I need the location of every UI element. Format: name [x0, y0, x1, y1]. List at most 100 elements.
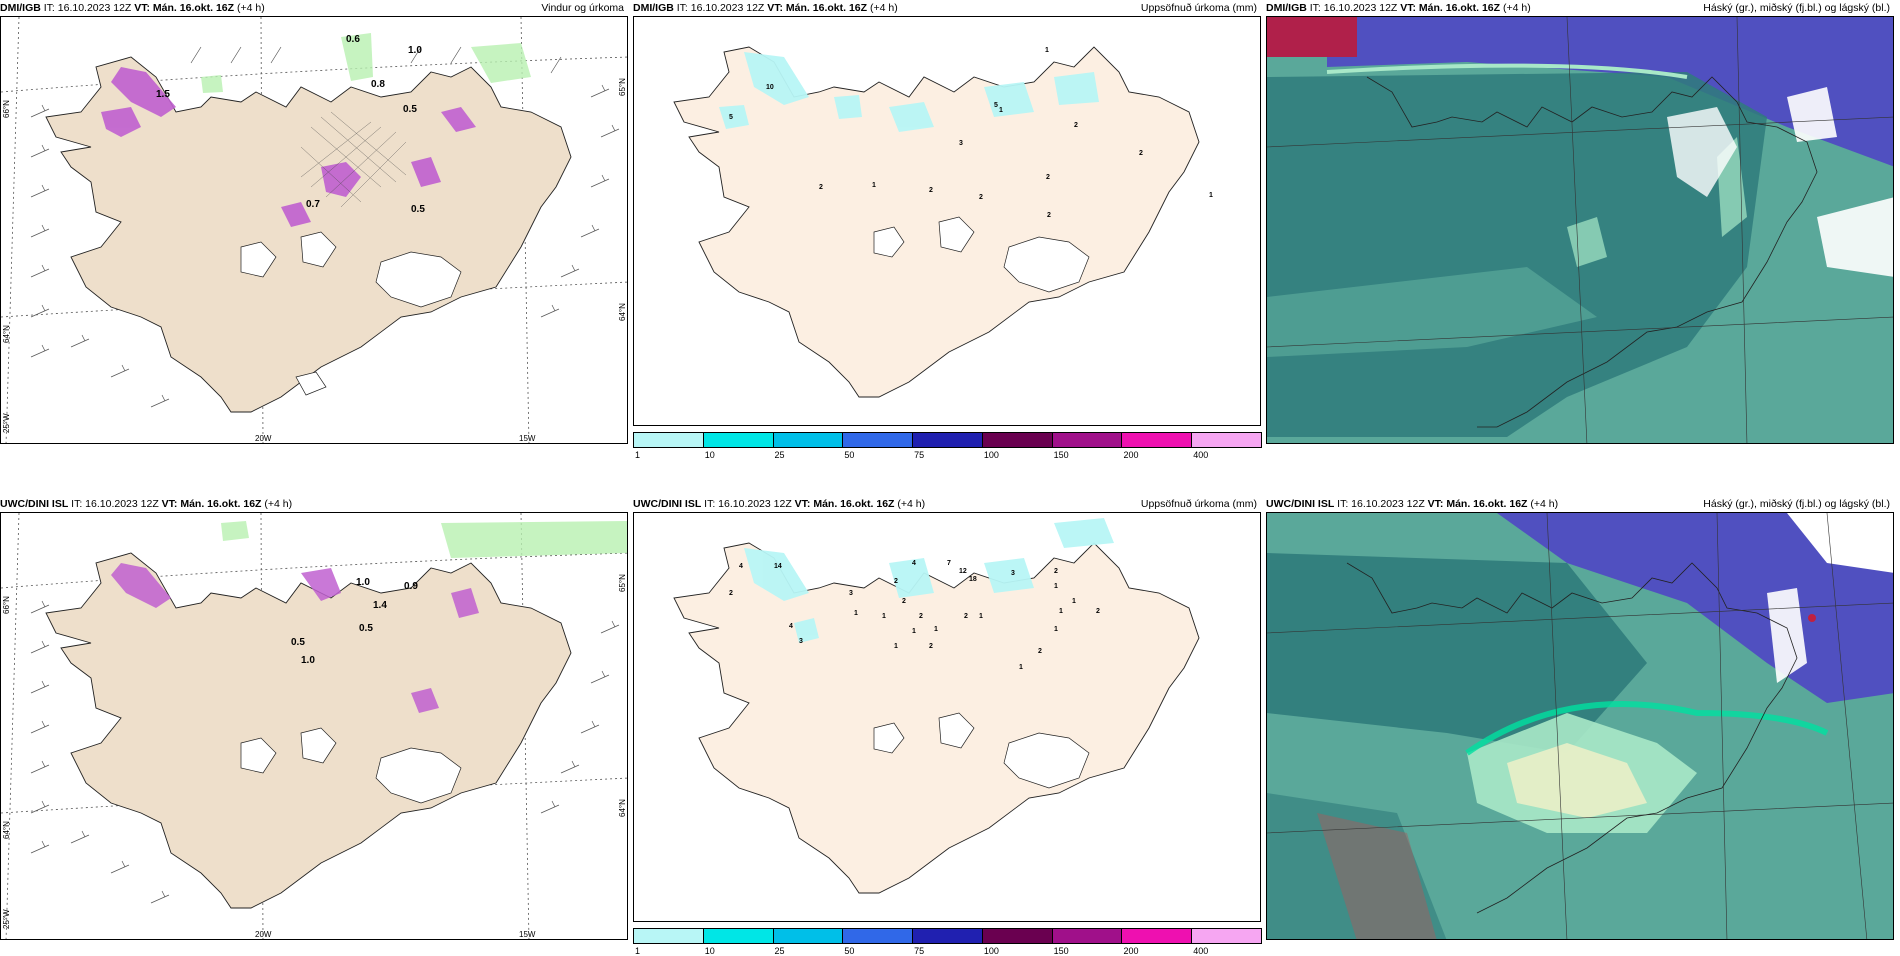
precip-label: 1	[1054, 626, 1058, 633]
colorbar-tick: 100	[983, 946, 999, 956]
panel-header: UWC/DINI ISL IT: 16.10.2023 12Z VT: Mán.…	[1266, 496, 1894, 512]
precip-label: 2	[1046, 174, 1050, 181]
colorbar-swatch	[1051, 928, 1123, 944]
colorbar-swatch	[981, 928, 1053, 944]
precip-label: 1	[1209, 192, 1213, 199]
colorbar-swatch	[1121, 432, 1193, 448]
colorbar-tick: 1	[635, 946, 641, 956]
precip-label: 2	[819, 184, 823, 191]
lon-label: 20W	[255, 930, 272, 939]
field-title: Vindur og úrkoma	[541, 2, 624, 14]
panel-header: UWC/DINI ISL IT: 16.10.2023 12Z VT: Mán.…	[633, 496, 1261, 512]
panel-bottom-wind: UWC/DINI ISL IT: 16.10.2023 12Z VT: Mán.…	[0, 496, 628, 944]
accum-precip-map: 4 14 2 3 4 3 4 7 12 18 2 1 2 2 1 1 2 1 1…	[633, 512, 1261, 922]
colorbar-swatch	[842, 928, 914, 944]
lon-label: 20W	[255, 434, 272, 443]
panel-header: DMI/IGB IT: 16.10.2023 12Z VT: Mán. 16.o…	[1266, 0, 1894, 16]
precip-label: 1	[1054, 583, 1058, 590]
colorbar-swatch	[842, 432, 914, 448]
precip-label: 14	[774, 563, 782, 570]
precip-label: 2	[1047, 212, 1051, 219]
wind-label: 1.0	[408, 45, 422, 56]
map-svg: 4 14 2 3 4 3 4 7 12 18 2 1 2 2 1 1 2 1 1…	[673, 518, 1200, 894]
precip-label: 5	[729, 114, 733, 121]
colorbar-tick: 200	[1123, 450, 1139, 460]
lead-time: (+4 h)	[1502, 2, 1531, 14]
wind-label: 0.7	[306, 199, 320, 210]
precip-label: 1	[999, 107, 1003, 114]
precip-label: 2	[902, 598, 906, 605]
precip-label: 2	[729, 590, 733, 597]
wind-label: 0.5	[291, 637, 305, 648]
panel-top-wind: DMI/IGB IT: 16.10.2023 12Z VT: Mán. 16.o…	[0, 0, 628, 448]
colorbar-swatch	[981, 432, 1053, 448]
colorbar-swatch	[1191, 432, 1262, 448]
colorbar-tick: 25	[774, 450, 785, 460]
lon-label: 25°W	[2, 909, 11, 929]
precip-label: 1	[979, 613, 983, 620]
precip-label: 1	[894, 643, 898, 650]
field-title: Háský (gr.), miðský (fj.bl.) og lágský (…	[1703, 498, 1890, 510]
wind-label: 0.5	[403, 104, 417, 115]
lead-time: (+4 h)	[869, 2, 898, 14]
wind-label: 0.9	[404, 581, 418, 592]
colorbar-tick: 150	[1053, 450, 1069, 460]
colorbar-tick: 200	[1123, 946, 1139, 956]
precip-label: 3	[799, 638, 803, 645]
colorbar-tick: 1	[635, 450, 641, 460]
precip-label: 2	[1054, 568, 1058, 575]
precip-label: 3	[1011, 570, 1015, 577]
init-time: IT: 16.10.2023 12Z	[704, 498, 792, 510]
precip-label: 1	[872, 182, 876, 189]
panel-top-clouds: DMI/IGB IT: 16.10.2023 12Z VT: Mán. 16.o…	[1266, 0, 1894, 448]
precip-label: 1	[912, 628, 916, 635]
colorbar-tick: 50	[844, 946, 855, 956]
wind-label: 0.5	[359, 623, 373, 634]
precip-label: 1	[854, 610, 858, 617]
colorbar-tick: 10	[704, 450, 715, 460]
lat-label: 64°N	[618, 303, 627, 321]
precip-label: 3	[959, 140, 963, 147]
lead-time: (+4 h)	[897, 498, 926, 510]
precip-label: 2	[894, 578, 898, 585]
init-time: IT: 16.10.2023 12Z	[71, 498, 159, 510]
precip-label: 10	[766, 84, 774, 91]
colorbar-swatch	[772, 928, 844, 944]
wind-label: 1.0	[301, 655, 315, 666]
precip-label: 4	[739, 563, 743, 570]
lat-label: 64°N	[618, 799, 627, 817]
colorbar-tick: 400	[1193, 946, 1209, 956]
colorbar-swatch	[772, 432, 844, 448]
valid-time: VT: Mán. 16.okt. 16Z	[1400, 2, 1501, 14]
map-svg: 0.6 1.0 0.8 0.5 1.5 0.7 0.5 66°N 64°N 65…	[1, 17, 627, 443]
panel-header: UWC/DINI ISL IT: 16.10.2023 12Z VT: Mán.…	[0, 496, 628, 512]
precip-label: 7	[947, 560, 951, 567]
colorbar-tick: 10	[704, 946, 715, 956]
panel-bottom-clouds: UWC/DINI ISL IT: 16.10.2023 12Z VT: Mán.…	[1266, 496, 1894, 944]
lon-label: 15W	[519, 930, 536, 939]
precip-label: 1	[934, 626, 938, 633]
init-time: IT: 16.10.2023 12Z	[1337, 498, 1425, 510]
colorbar-swatch	[702, 432, 774, 448]
lead-time: (+4 h)	[236, 2, 265, 14]
lon-label: 25°W	[2, 413, 11, 433]
precip-label: 1	[1045, 47, 1049, 54]
colorbar-tick: 50	[844, 450, 855, 460]
precip-label: 1	[882, 613, 886, 620]
lead-time: (+4 h)	[264, 498, 293, 510]
precip-label: 2	[979, 194, 983, 201]
wind-label: 1.0	[356, 577, 370, 588]
valid-time: VT: Mán. 16.okt. 16Z	[1427, 498, 1528, 510]
colorbar-tick: 75	[914, 450, 925, 460]
colorbar-tick: 150	[1053, 946, 1069, 956]
valid-time: VT: Mán. 16.okt. 16Z	[794, 498, 895, 510]
colorbar-tick: 100	[983, 450, 999, 460]
precip-label: 18	[969, 576, 977, 583]
wind-label: 0.5	[411, 204, 425, 215]
panel-bottom-precip: UWC/DINI ISL IT: 16.10.2023 12Z VT: Mán.…	[633, 496, 1262, 956]
valid-time: VT: Mán. 16.okt. 16Z	[134, 2, 235, 14]
lat-label: 64°N	[2, 821, 11, 839]
colorbar-swatch	[912, 432, 983, 448]
panel-header: DMI/IGB IT: 16.10.2023 12Z VT: Mán. 16.o…	[633, 0, 1261, 16]
colorbar-swatch	[1121, 928, 1193, 944]
